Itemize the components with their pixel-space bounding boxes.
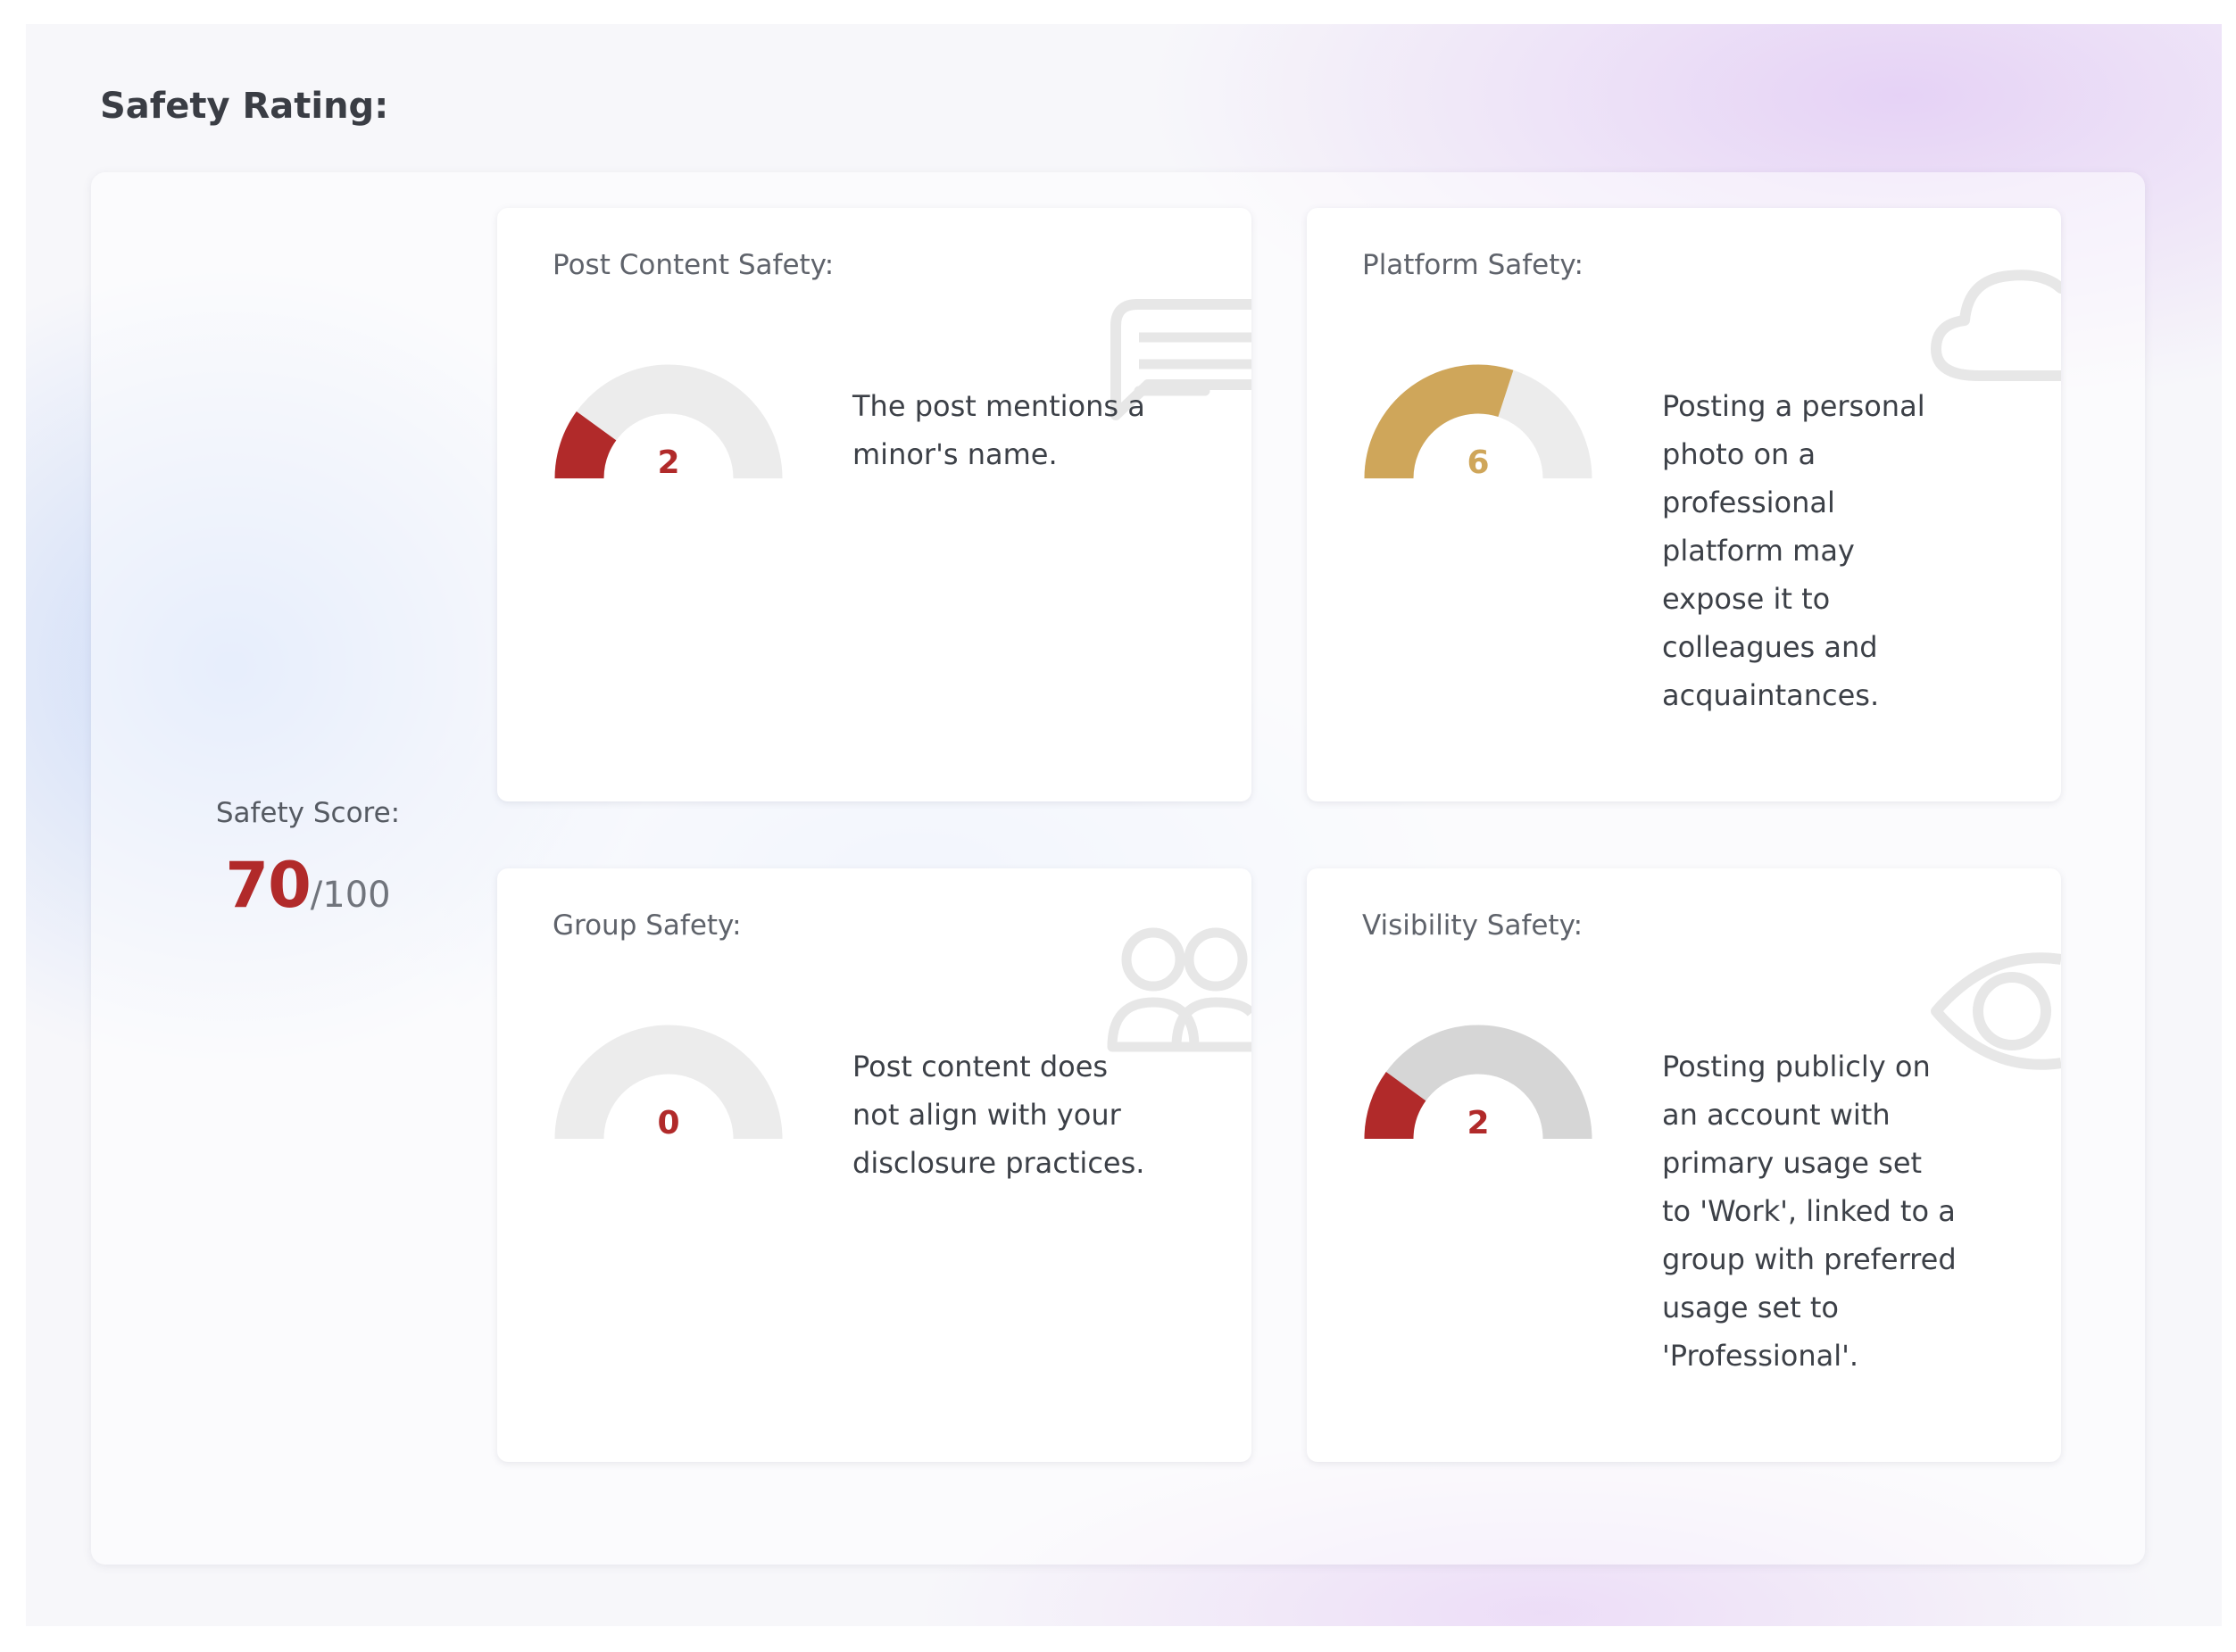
gauge-fill <box>1364 364 1514 479</box>
cloud-icon <box>1909 253 2061 422</box>
safety-score-value: 70 <box>225 849 311 922</box>
card-description: Post content does not align with your di… <box>852 1050 1145 1180</box>
eye-icon <box>1909 913 2061 1083</box>
visibility-safety-card: Visibility Safety: 2 Posting publicly on… <box>1307 868 2061 1462</box>
card-title: Visibility Safety: <box>1362 909 1583 942</box>
safety-score-max: /100 <box>310 875 391 916</box>
gauge: 2 <box>553 364 785 494</box>
speech-bubble-icon <box>1100 253 1251 422</box>
post-content-safety-card: Post Content Safety: 2 The post mentions… <box>497 208 1251 801</box>
gauge: 6 <box>1362 364 1594 494</box>
gauge-value: 2 <box>657 444 680 481</box>
gauge-fill <box>1364 1072 1426 1141</box>
gauge: 2 <box>1362 1025 1594 1154</box>
card-description: Posting publicly on an account with prim… <box>1662 1050 1957 1373</box>
card-title: Group Safety: <box>553 909 742 942</box>
safety-score-row: 70/100 <box>179 849 437 922</box>
gauge-value: 6 <box>1467 444 1490 481</box>
gauge: 0 <box>553 1025 785 1154</box>
gauge-track <box>554 1025 783 1140</box>
card-title: Post Content Safety: <box>553 249 835 281</box>
users-icon <box>1100 913 1251 1083</box>
platform-safety-card: Platform Safety: 6 Posting a personal ph… <box>1307 208 2061 801</box>
safety-score-label: Safety Score: <box>215 797 401 829</box>
safety-score: Safety Score: 70/100 <box>179 797 437 922</box>
gauge-value: 2 <box>1467 1105 1490 1141</box>
card-description: The post mentions a minor's name. <box>852 389 1145 471</box>
card-description: Posting a personal photo on a profession… <box>1662 389 1925 712</box>
card-title: Platform Safety: <box>1362 249 1583 281</box>
page-title: Safety Rating: <box>100 86 389 127</box>
gauge-value: 0 <box>657 1105 680 1141</box>
gauge-fill <box>554 411 617 480</box>
group-safety-card: Group Safety: 0 Post content does not al… <box>497 868 1251 1462</box>
